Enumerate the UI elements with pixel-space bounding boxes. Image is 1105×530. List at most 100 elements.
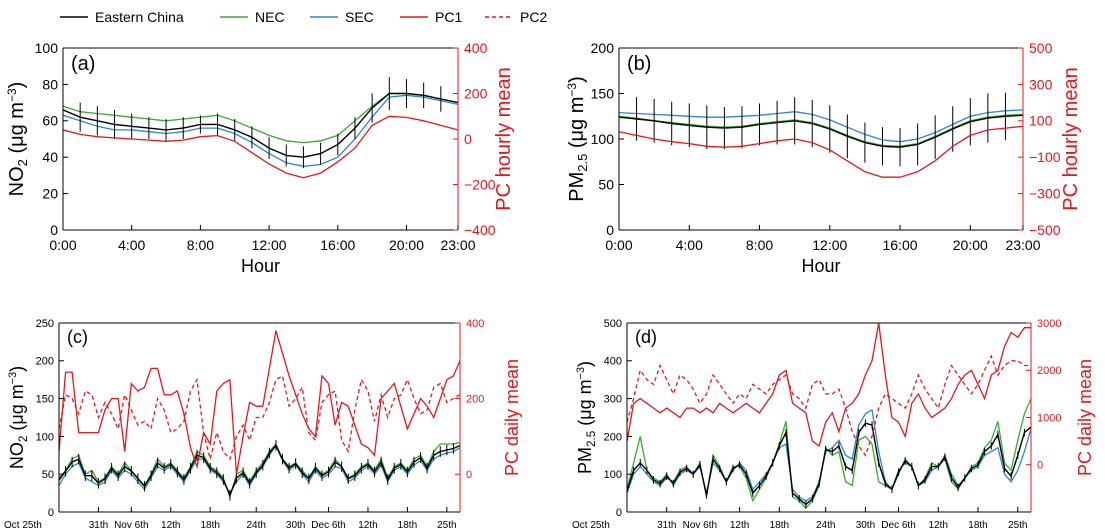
y-tick-label: 300: [604, 393, 622, 405]
x-tick-label: 4:00: [676, 237, 703, 253]
panel-a: 0 20 40 60 80 100 −400 −200 0 200 400 0:00 4:00 8:00 1…: [5, 40, 515, 276]
y-tick-label: 0: [48, 507, 54, 519]
x-tick-label: Nov 6th: [683, 520, 717, 530]
x-tick-label: 16:00: [320, 237, 355, 253]
y2-tick-label: 200: [466, 393, 484, 405]
legend-label-nec: NEC: [255, 9, 285, 25]
x-axis-label: Hour: [241, 256, 280, 276]
series-line-pc2: [59, 374, 460, 461]
x-tick-label: 12th: [358, 520, 377, 530]
x-tick-label: 24th: [816, 520, 835, 530]
y2-axis-label: PC daily mean: [502, 359, 522, 476]
y2-tick-label: −100: [1029, 149, 1061, 165]
x-tick-label: 20:00: [953, 237, 988, 253]
x-tick-label: 12th: [161, 520, 180, 530]
x-tick-label: 12th: [929, 520, 948, 530]
series-line-pc2: [627, 354, 1031, 457]
series-line-sec: [619, 109, 1023, 143]
x-tick-label: 8:00: [187, 237, 214, 253]
y-tick-label: 100: [591, 131, 615, 147]
x-tick-label: 18th: [398, 520, 417, 530]
y2-tick-label: 3000: [1037, 318, 1061, 330]
series-line-pc1: [63, 115, 458, 179]
plot-area: [627, 323, 1031, 510]
x-tick-label: Dec 6th: [881, 520, 915, 530]
y2-axis-label: PC hourly mean: [1060, 67, 1082, 210]
y-tick-label: 200: [604, 431, 622, 443]
y2-tick-label: 0: [464, 131, 472, 147]
y-tick-label: 50: [42, 469, 54, 481]
x-tick-label: Dec 6th: [311, 520, 345, 530]
y2-tick-label: 100: [1029, 113, 1053, 129]
series-line-eastern-china: [619, 114, 1023, 148]
y-tick-label: 500: [604, 318, 622, 330]
x-tick-label: 8:00: [746, 237, 773, 253]
x-tick-label: 12:00: [812, 237, 847, 253]
y-tick-label: 400: [604, 356, 622, 368]
x-tick-label: 24th: [246, 520, 265, 530]
legend: Eastern China NEC SEC PC1 PC2: [60, 9, 547, 25]
y-tick-label: 0: [616, 507, 622, 519]
x-tick-label: 31th: [89, 520, 108, 530]
y-axis-label: PM2.5 (μg m−3): [575, 361, 598, 474]
y-axis-label: PM2.5 (μg m−3): [565, 76, 590, 202]
series-line-pc1: [619, 125, 1023, 178]
series-line-nec: [619, 113, 1023, 147]
y-axis-label: NO2 (μg m−3): [7, 366, 30, 469]
panel-c: 0 50 100 150 200 250 0 200 400 Oct 25th 31th Nov 6t…: [4, 318, 522, 530]
y-tick-label: 80: [42, 76, 58, 92]
y2-tick-label: −400: [464, 222, 496, 238]
y2-axis-label: PC hourly mean: [493, 67, 515, 210]
plot-area: [59, 330, 460, 501]
plot-area: [63, 77, 458, 179]
x-tick-label: 18th: [770, 520, 789, 530]
y2-tick-label: −500: [1029, 222, 1061, 238]
y2-tick-label: 200: [464, 85, 488, 101]
x-tick-label: 30th: [856, 520, 875, 530]
y2-tick-label: −200: [464, 176, 496, 192]
x-tick-label: Nov 6th: [114, 520, 148, 530]
legend-label-pc1: PC1: [435, 9, 462, 25]
x-tick-label: 18th: [200, 520, 219, 530]
y-tick-label: 60: [42, 113, 58, 129]
x-tick-label: Oct 25th: [572, 520, 610, 530]
y2-tick-label: 0: [466, 469, 472, 481]
series-line-eastern-china: [627, 422, 1031, 506]
y2-tick-label: 2000: [1037, 365, 1061, 377]
x-axis-label: Hour: [801, 256, 840, 276]
x-tick-label: 4:00: [118, 237, 145, 253]
x-tick-label: 0:00: [605, 237, 632, 253]
x-tick-label: 12:00: [252, 237, 287, 253]
y2-tick-label: 500: [1029, 40, 1053, 56]
x-tick-label: 16:00: [883, 237, 918, 253]
plot-area: [619, 92, 1023, 178]
y2-tick-label: 0: [1037, 460, 1043, 472]
legend-label-sec: SEC: [345, 9, 374, 25]
series-line-sec: [59, 444, 460, 495]
series-line-nec: [63, 92, 458, 144]
panel-d: 0 100 200 300 400 500 0 1000 2000 3000 Oct 25th 31t…: [572, 318, 1095, 530]
x-tick-label: 12th: [730, 520, 749, 530]
y-tick-label: 200: [36, 356, 54, 368]
legend-label-pc2: PC2: [520, 9, 547, 25]
x-tick-label: 25th: [1008, 520, 1027, 530]
y-tick-label: 100: [35, 40, 59, 56]
y-tick-label: 0: [50, 222, 58, 238]
x-tick-label: 23:00: [1005, 237, 1040, 253]
panel-label: (a): [71, 53, 95, 75]
series-line-nec: [59, 441, 460, 500]
panel-label: (d): [635, 327, 657, 347]
y-tick-label: 0: [606, 222, 614, 238]
y-tick-label: 100: [36, 431, 54, 443]
series-line-sec: [627, 408, 1031, 502]
x-tick-label: 0:00: [49, 237, 76, 253]
y-tick-label: 150: [36, 393, 54, 405]
y-tick-label: 200: [591, 40, 615, 56]
panels: 0 20 40 60 80 100 −400 −200 0 200 400 0:00 4:00 8:00 1…: [4, 40, 1095, 530]
y-axis-label: NO2 (μg m−3): [5, 82, 30, 197]
series-line-sec: [63, 94, 458, 167]
series-line-nec: [627, 398, 1031, 510]
y-tick-label: 150: [591, 85, 615, 101]
y2-axis-label: PC daily mean: [1075, 359, 1095, 476]
